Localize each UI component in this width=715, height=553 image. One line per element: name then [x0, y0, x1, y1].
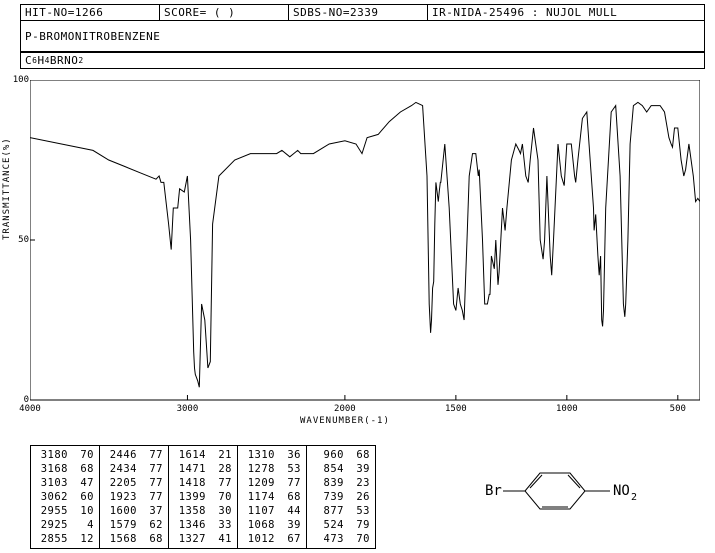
peak-row: 160037	[105, 504, 163, 518]
peak-col: 2446772434772205771923771600371579621568…	[100, 446, 169, 548]
peak-row: 29254	[36, 518, 94, 532]
svg-text:2: 2	[631, 492, 637, 503]
compound-name: P-BROMONITROBENZENE	[21, 20, 704, 52]
x-tick-label: 1000	[547, 404, 587, 414]
formula: C6H4BRNO2	[21, 52, 704, 69]
peak-row: 192377	[105, 490, 163, 504]
y-tick-label: 100	[4, 75, 29, 85]
peak-row: 306260	[36, 490, 94, 504]
x-tick-label: 4000	[10, 404, 50, 414]
ir-info: IR-NIDA-25496 : NUJOL MULL	[428, 4, 704, 21]
peak-row: 83923	[312, 476, 370, 490]
peak-row: 73926	[312, 490, 370, 504]
peak-row: 244677	[105, 448, 163, 462]
peak-row: 310347	[36, 476, 94, 490]
br-label: Br	[485, 483, 502, 499]
peak-row: 135830	[174, 504, 232, 518]
peak-row: 243477	[105, 462, 163, 476]
peak-row: 52479	[312, 518, 370, 532]
peak-col: 1614211471281418771399701358301346331327…	[169, 446, 238, 548]
x-axis-label: WAVENUMBER(-1)	[300, 416, 390, 426]
peak-row: 127853	[243, 462, 301, 476]
peak-row: 110744	[243, 504, 301, 518]
peak-row: 132741	[174, 532, 232, 546]
hit-no: HIT-NO=1266	[21, 4, 160, 21]
peak-col: 3180703168683103473062602955102925428551…	[31, 446, 100, 548]
peak-col: 1310361278531209771174681107441068391012…	[238, 446, 307, 548]
peak-row: 156868	[105, 532, 163, 546]
peak-row: 147128	[174, 462, 232, 476]
no2-label: NO	[613, 483, 630, 499]
peak-row: 220577	[105, 476, 163, 490]
peak-row: 117468	[243, 490, 301, 504]
peak-row: 161421	[174, 448, 232, 462]
score: SCORE= ( )	[160, 4, 289, 21]
x-tick-label: 2000	[325, 404, 365, 414]
peak-row: 96068	[312, 448, 370, 462]
y-tick-label: 50	[4, 235, 29, 245]
x-tick-label: 500	[658, 404, 698, 414]
header-row-1: HIT-NO=1266 SCORE= ( ) SDBS-NO=2339 IR-N…	[20, 4, 705, 21]
peak-row: 157962	[105, 518, 163, 532]
peak-row: 120977	[243, 476, 301, 490]
y-axis-label: TRANSMITTANCE(%)	[2, 137, 12, 240]
sdbs-no: SDBS-NO=2339	[289, 4, 428, 21]
peak-row: 318070	[36, 448, 94, 462]
peak-row: 87753	[312, 504, 370, 518]
peak-row: 101267	[243, 532, 301, 546]
peak-col: 96068854398392373926877535247947370	[307, 446, 375, 548]
peak-row: 285512	[36, 532, 94, 546]
peak-row: 106839	[243, 518, 301, 532]
peak-row: 131036	[243, 448, 301, 462]
peak-row: 316868	[36, 462, 94, 476]
peak-row: 295510	[36, 504, 94, 518]
peak-table: 3180703168683103473062602955102925428551…	[30, 445, 376, 549]
peak-row: 85439	[312, 462, 370, 476]
peak-row: 139970	[174, 490, 232, 504]
y-tick-label: 0	[4, 395, 29, 405]
peak-row: 141877	[174, 476, 232, 490]
peak-row: 134633	[174, 518, 232, 532]
header-row-3: C6H4BRNO2	[20, 52, 705, 69]
x-tick-label: 3000	[167, 404, 207, 414]
spectrum-chart	[30, 80, 700, 410]
molecule-structure: Br NO 2	[470, 450, 680, 530]
peak-row: 47370	[312, 532, 370, 546]
header-row-2: P-BROMONITROBENZENE	[20, 20, 705, 52]
x-tick-label: 1500	[436, 404, 476, 414]
